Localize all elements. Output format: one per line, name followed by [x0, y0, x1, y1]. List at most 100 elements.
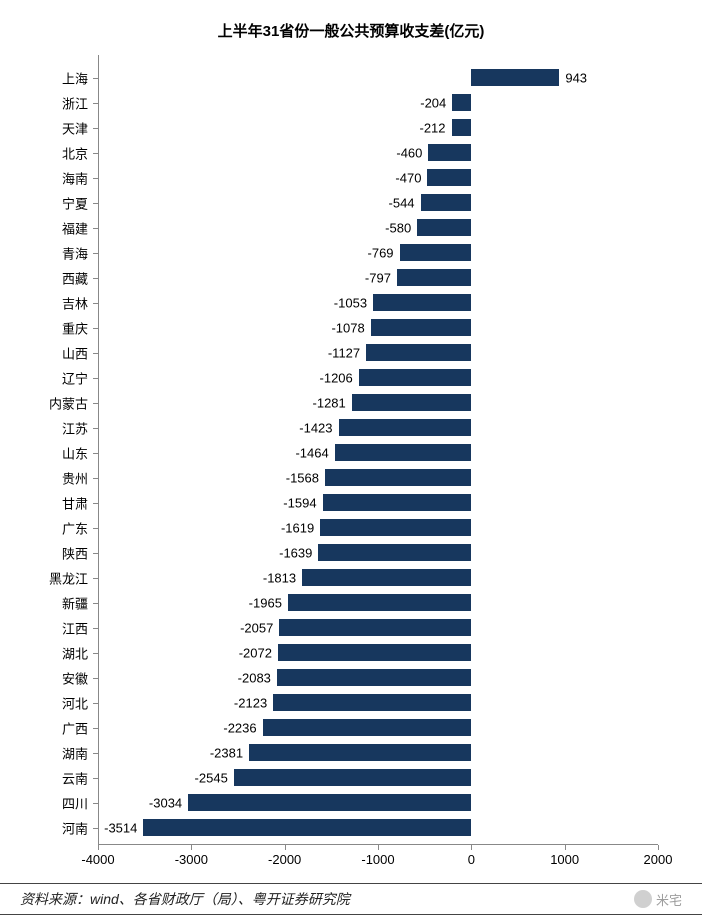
bar-value-label: -1127 [328, 345, 360, 360]
x-tick [471, 845, 472, 850]
bar-value-label: -1281 [313, 395, 346, 410]
bar-value-label: -2381 [210, 745, 243, 760]
bar-value-label: -3034 [149, 795, 182, 810]
bar [417, 219, 471, 236]
y-category-label: 北京 [62, 143, 98, 162]
x-tick-label: 1000 [550, 852, 579, 867]
bar [359, 369, 472, 386]
y-category-label: 浙江 [62, 93, 98, 112]
y-category-label: 黑龙江 [49, 568, 98, 587]
y-category-label: 海南 [62, 168, 98, 187]
bar-value-label: -544 [389, 195, 415, 210]
y-category-label: 青海 [62, 243, 98, 262]
bar-value-label: -460 [396, 145, 422, 160]
bar-value-label: -1423 [299, 420, 332, 435]
bar [318, 544, 471, 561]
bar [397, 269, 471, 286]
watermark: 米宅 [634, 890, 682, 909]
x-tick-label: 0 [468, 852, 475, 867]
y-category-label: 江苏 [62, 418, 98, 437]
bar-value-label: -2083 [238, 670, 271, 685]
bar [320, 519, 471, 536]
bar-value-label: -3514 [104, 820, 137, 835]
y-category-label: 天津 [62, 118, 98, 137]
bar-value-label: -1813 [263, 570, 296, 585]
bar [234, 769, 472, 786]
bar [188, 794, 471, 811]
y-category-label: 云南 [62, 768, 98, 787]
y-category-label: 广东 [62, 518, 98, 537]
y-category-label: 甘肃 [62, 493, 98, 512]
bar [325, 469, 471, 486]
bar [421, 194, 472, 211]
bar [452, 94, 471, 111]
y-category-label: 江西 [62, 618, 98, 637]
x-tick [191, 845, 192, 850]
y-category-label: 内蒙古 [49, 393, 98, 412]
bar-value-label: -2123 [234, 695, 267, 710]
bar [277, 669, 471, 686]
bar-value-label: -2057 [240, 620, 273, 635]
bar-value-label: -212 [420, 120, 446, 135]
x-tick [98, 845, 99, 850]
bar-value-label: -204 [420, 95, 446, 110]
bar [371, 319, 472, 336]
y-category-label: 广西 [62, 718, 98, 737]
source-row: 资料来源：wind、各省财政厅（局）、粤开证券研究院 米宅 [0, 883, 702, 915]
bar-value-label: -580 [385, 220, 411, 235]
bar [335, 444, 472, 461]
y-category-label: 吉林 [62, 293, 98, 312]
bar-value-label: -1206 [320, 370, 353, 385]
x-tick-label: -4000 [81, 852, 114, 867]
y-axis-line [98, 55, 99, 845]
bar-value-label: -2072 [239, 645, 272, 660]
bar [428, 144, 471, 161]
bar-value-label: -1619 [281, 520, 314, 535]
bar-value-label: -2236 [223, 720, 256, 735]
y-category-label: 四川 [62, 793, 98, 812]
y-category-label: 贵州 [62, 468, 98, 487]
bar [263, 719, 472, 736]
x-tick [658, 845, 659, 850]
bar-value-label: -1464 [295, 445, 328, 460]
y-category-label: 陕西 [62, 543, 98, 562]
chart-container: 上半年31省份一般公共预算收支差(亿元) -4000-3000-2000-100… [0, 0, 702, 883]
y-category-label: 新疆 [62, 593, 98, 612]
bar [302, 569, 471, 586]
bar [279, 619, 471, 636]
y-category-label: 福建 [62, 218, 98, 237]
watermark-text: 米宅 [656, 890, 682, 909]
bar [400, 244, 472, 261]
bar [143, 819, 471, 836]
x-tick-label: -2000 [268, 852, 301, 867]
y-category-label: 湖北 [62, 643, 98, 662]
y-category-label: 山东 [62, 443, 98, 462]
x-tick-label: -3000 [175, 852, 208, 867]
bar [471, 69, 559, 86]
source-text: 资料来源：wind、各省财政厅（局）、粤开证券研究院 [20, 889, 350, 909]
bar [373, 294, 471, 311]
bar [339, 419, 472, 436]
bar [323, 494, 472, 511]
bar-value-label: -2545 [195, 770, 228, 785]
bar-value-label: -1568 [286, 470, 319, 485]
bar [452, 119, 472, 136]
x-tick [285, 845, 286, 850]
bar-value-label: -1965 [249, 595, 282, 610]
x-tick [378, 845, 379, 850]
y-category-label: 湖南 [62, 743, 98, 762]
x-tick [565, 845, 566, 850]
y-category-label: 安徽 [62, 668, 98, 687]
bar-value-label: -1594 [283, 495, 316, 510]
y-category-label: 重庆 [62, 318, 98, 337]
y-category-label: 山西 [62, 343, 98, 362]
bar [273, 694, 471, 711]
y-category-label: 河南 [62, 818, 98, 837]
y-category-label: 上海 [62, 68, 98, 87]
plot-area: -4000-3000-2000-1000010002000上海943浙江-204… [98, 55, 658, 845]
y-category-label: 西藏 [62, 268, 98, 287]
bar [278, 644, 471, 661]
y-category-label: 河北 [62, 693, 98, 712]
bar [427, 169, 471, 186]
x-tick-label: 2000 [644, 852, 673, 867]
